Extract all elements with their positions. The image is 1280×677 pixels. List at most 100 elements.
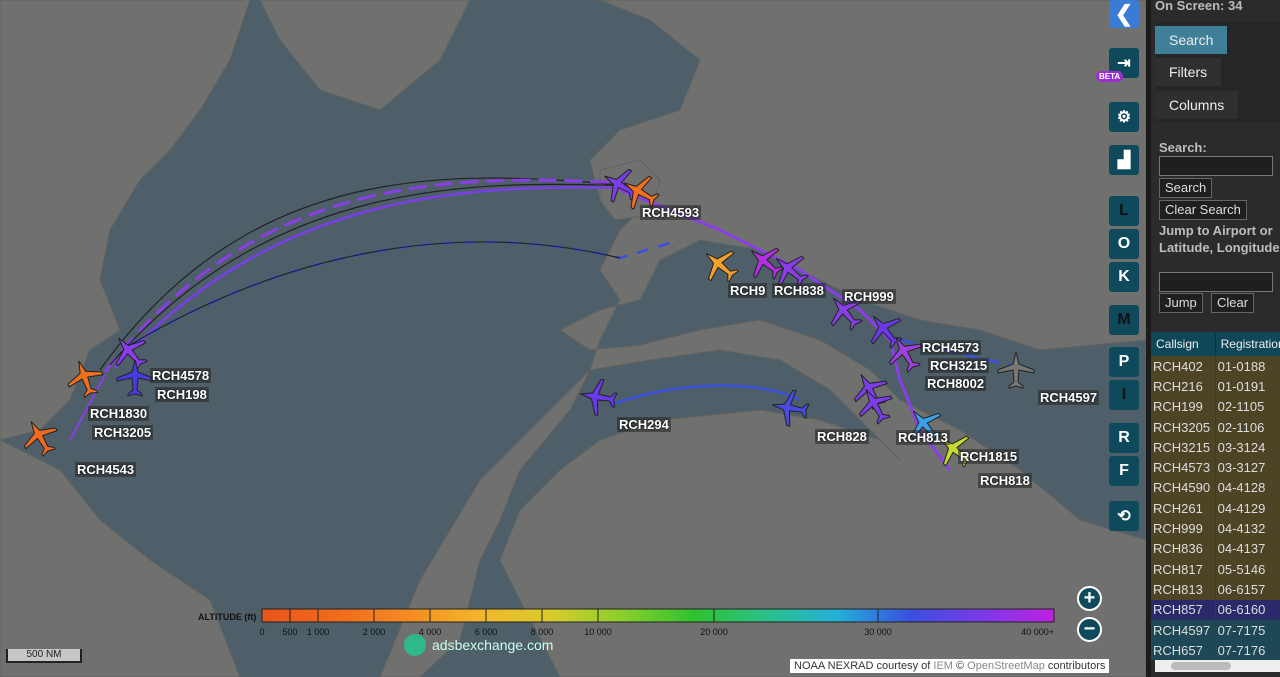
leaderboard-button[interactable]: ▟ <box>1109 145 1139 175</box>
legend-tick-label: 1 000 <box>307 627 330 637</box>
registration-cell: 07-7175 <box>1215 619 1280 641</box>
replay-button[interactable]: ⟲ <box>1109 501 1139 531</box>
table-row[interactable]: RCH3205 02-1106 <box>1151 416 1280 438</box>
layer-button-k[interactable]: K <box>1109 262 1139 292</box>
table-row[interactable]: RCH836 04-4137 <box>1151 538 1280 559</box>
aircraft-label[interactable]: RCH999 <box>842 289 896 304</box>
clear-button[interactable]: Clear <box>1211 293 1255 313</box>
collapse-panel-button[interactable]: ❮ <box>1109 0 1139 28</box>
layer-button-l[interactable]: L <box>1109 196 1139 226</box>
login-icon: ⇥ <box>1117 55 1131 72</box>
zoom-in-button[interactable]: + <box>1077 586 1102 611</box>
aircraft-icon[interactable] <box>575 374 621 420</box>
aircraft-icon[interactable] <box>692 237 748 293</box>
layer-button-p[interactable]: P <box>1109 347 1139 377</box>
aircraft-label[interactable]: RCH4573 <box>920 340 982 355</box>
aircraft-icon[interactable] <box>13 410 68 465</box>
aircraft-label[interactable]: RCH4593 <box>640 205 702 220</box>
layer-button-m[interactable]: M <box>1109 305 1139 335</box>
registration-cell: 01-0191 <box>1215 376 1280 397</box>
search-input[interactable] <box>1159 156 1273 176</box>
callsign-cell: RCH657 <box>1151 640 1216 661</box>
aircraft-label[interactable]: RCH1830 <box>88 406 150 421</box>
callsign-cell: RCH261 <box>1151 498 1216 519</box>
aircraft-label[interactable]: RCH3215 <box>928 358 990 373</box>
aircraft-label[interactable]: RCH1815 <box>958 449 1020 464</box>
layer-button-f[interactable]: F <box>1109 456 1139 486</box>
clear-search-button[interactable]: Clear Search <box>1159 200 1247 220</box>
aircraft-label[interactable]: RCH838 <box>772 283 826 298</box>
table-row[interactable]: RCH261 04-4129 <box>1151 498 1280 519</box>
osm-link[interactable]: OpenStreetMap <box>967 660 1045 672</box>
table-row[interactable]: RCH4590 04-4128 <box>1151 477 1280 499</box>
search-label: Search: <box>1159 140 1207 155</box>
tab-filters[interactable]: Filters <box>1155 58 1222 86</box>
tab-search[interactable]: Search <box>1155 26 1228 54</box>
zoom-out-button[interactable]: − <box>1077 617 1102 642</box>
aircraft-label[interactable]: RCH813 <box>896 430 950 445</box>
aircraft-label[interactable]: RCH4597 <box>1038 390 1100 405</box>
callsign-cell: RCH4590 <box>1151 477 1216 499</box>
table-row[interactable]: RCH857 06-6160 <box>1151 599 1280 620</box>
aircraft-label[interactable]: RCH198 <box>155 387 209 402</box>
iem-link[interactable]: IEM <box>933 660 953 672</box>
legend-gradient <box>261 608 1055 623</box>
callsign-cell: RCH3205 <box>1151 416 1216 438</box>
callsign-cell: RCH402 <box>1151 356 1216 377</box>
table-row[interactable]: RCH4597 07-7175 <box>1151 619 1280 641</box>
aircraft-icon[interactable] <box>767 385 813 431</box>
aircraft-label[interactable]: RCH9 <box>728 283 768 298</box>
table-row[interactable]: RCH999 04-4132 <box>1151 518 1280 539</box>
leaderboard-icon: ▟ <box>1117 152 1131 169</box>
registration-cell: 04-4137 <box>1215 538 1280 559</box>
legend-tick-label: 0 <box>259 627 264 637</box>
aircraft-icon[interactable] <box>115 358 155 398</box>
aircraft-label[interactable]: RCH294 <box>617 417 671 432</box>
aircraft-label[interactable]: RCH3205 <box>92 425 154 440</box>
layer-button-r[interactable]: R <box>1109 423 1139 453</box>
aircraft-icon[interactable] <box>613 165 668 220</box>
horizontal-scrollbar[interactable] <box>1155 660 1280 672</box>
registration-cell: 03-3127 <box>1215 457 1280 478</box>
legend-tick-label: 500 <box>282 627 297 637</box>
callsign-cell: RCH199 <box>1151 396 1216 417</box>
column-callsign[interactable]: Callsign <box>1151 332 1216 356</box>
aircraft-icon[interactable] <box>102 324 158 380</box>
table-row[interactable]: RCH657 07-7176 <box>1151 640 1280 661</box>
layer-button-i[interactable]: I <box>1109 380 1139 410</box>
legend-title: ALTITUDE (ft) <box>198 612 256 622</box>
table-row[interactable]: RCH813 06-6157 <box>1151 579 1280 600</box>
jump-input[interactable] <box>1159 272 1273 292</box>
tab-columns[interactable]: Columns <box>1155 91 1239 119</box>
callsign-cell: RCH4597 <box>1151 619 1216 641</box>
aircraft-label[interactable]: RCH4543 <box>75 462 137 477</box>
callsign-cell: RCH216 <box>1151 376 1216 397</box>
aircraft-icon[interactable] <box>848 378 903 433</box>
table-row[interactable]: RCH817 05-5146 <box>1151 558 1280 580</box>
aircraft-label[interactable]: RCH8002 <box>925 376 987 391</box>
table-row[interactable]: RCH199 02-1105 <box>1151 396 1280 417</box>
jump-button[interactable]: Jump <box>1159 293 1203 313</box>
layer-button-o[interactable]: O <box>1109 229 1139 259</box>
registration-cell: 02-1106 <box>1215 416 1280 438</box>
aircraft-label[interactable]: RCH818 <box>978 473 1032 488</box>
map[interactable]: RCH4578 RCH1830 RCH198 RCH3205 RCH4543 RCH459… <box>0 0 1146 677</box>
legend-tick-label: 30 000 <box>864 627 892 637</box>
table-row[interactable]: RCH4573 03-3127 <box>1151 457 1280 478</box>
aircraft-icon[interactable] <box>857 302 913 358</box>
legend-tick-label: 4 000 <box>419 627 442 637</box>
settings-button[interactable]: ⚙ <box>1109 102 1139 132</box>
beta-badge: BETA <box>1096 71 1124 82</box>
table-row[interactable]: RCH402 01-0188 <box>1151 356 1280 377</box>
aircraft-icon[interactable] <box>996 350 1036 390</box>
column-registration[interactable]: Registration <box>1215 332 1280 356</box>
table-row[interactable]: RCH3215 03-3124 <box>1151 437 1280 458</box>
registration-cell: 06-6160 <box>1215 599 1280 620</box>
legend-tick-label: 20 000 <box>700 627 728 637</box>
aircraft-label[interactable]: RCH828 <box>815 429 869 444</box>
table-row[interactable]: RCH216 01-0191 <box>1151 376 1280 397</box>
aircraft-icon[interactable] <box>59 352 110 403</box>
aircraft-icon[interactable] <box>737 234 793 290</box>
search-button[interactable]: Search <box>1159 178 1213 198</box>
aircraft-label[interactable]: RCH4578 <box>150 368 212 383</box>
